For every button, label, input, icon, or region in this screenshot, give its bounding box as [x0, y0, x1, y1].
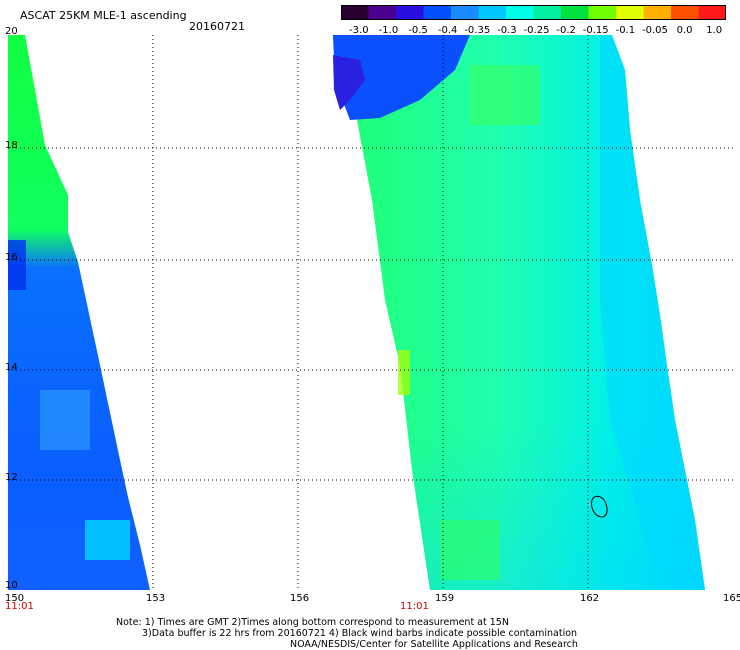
colorbar-segment [341, 5, 370, 20]
gridlines [8, 35, 733, 590]
right-swath-low-core [333, 55, 365, 110]
colorbar-label: -3.0 [349, 25, 369, 36]
left-swath-patch [40, 390, 90, 450]
left-swath-patch [85, 520, 130, 560]
colorbar-label: 1.0 [706, 25, 723, 36]
right-swath-patch [398, 350, 410, 395]
left-swath [8, 35, 150, 590]
footer-note-2: 3)Data buffer is 22 hrs from 20160721 4)… [142, 628, 578, 639]
colorbar-segment [698, 5, 726, 20]
product-date: 20160721 [189, 20, 245, 33]
colorbar-label: -0.25 [523, 25, 550, 36]
left-swath-patch [8, 240, 26, 290]
colorbar-segment [506, 5, 535, 20]
x-tick-label: 165 [723, 593, 740, 604]
y-tick-label: 18 [5, 140, 18, 151]
colorbar-label: -0.4 [437, 25, 458, 36]
colorbar-label: -0.35 [464, 25, 491, 36]
colorbar-label: -0.3 [497, 25, 517, 36]
colorbar-label: -1.0 [378, 25, 399, 36]
x-tick-label: 156 [290, 593, 310, 604]
colorbar-segment [616, 5, 645, 20]
colorbar-segment [368, 5, 397, 20]
y-tick-label: 10 [5, 580, 18, 591]
colorbar-label: -0.05 [642, 25, 668, 36]
colorbar-segment [588, 5, 617, 20]
right-swath-low-region [333, 35, 470, 120]
colorbar-segment [478, 5, 507, 20]
colorbar-segment [561, 5, 590, 20]
right-swath-patch [440, 520, 500, 580]
y-tick-label: 16 [5, 252, 18, 263]
x-tick-label: 162 [580, 593, 600, 604]
colorbar-segment [396, 5, 425, 20]
map-panel [8, 35, 733, 590]
colorbar-label: -0.2 [556, 25, 576, 36]
colorbar-frame [341, 5, 726, 20]
x-tick-label: 150 [5, 593, 25, 604]
colorbar-segment [533, 5, 562, 20]
x-tick-label: 153 [146, 593, 166, 604]
y-tick-label: 20 [5, 26, 18, 37]
y-tick-label: 14 [5, 362, 18, 373]
pass-time-label: 11:01 [400, 601, 429, 612]
colorbar-label: -0.1 [615, 25, 636, 36]
colorbar-segment [423, 5, 452, 20]
footer-note-3: NOAA/NESDIS/Center for Satellite Applica… [290, 639, 578, 650]
contamination-contour [591, 495, 608, 518]
colorbar [341, 5, 726, 20]
colorbar-segment [643, 5, 672, 20]
y-tick-label: 12 [5, 472, 18, 483]
footer-note-1: Note: 1) Times are GMT 2)Times along bot… [116, 617, 509, 628]
x-tick-label: 159 [435, 593, 455, 604]
colorbar-segment [451, 5, 480, 20]
colorbar-label: -0.5 [408, 25, 428, 36]
colorbar-label: -0.15 [582, 25, 609, 36]
colorbar-segment [671, 5, 700, 20]
pass-time-label: 11:01 [5, 601, 34, 612]
right-swath-edge [600, 35, 705, 590]
right-swath-patch [470, 65, 540, 125]
colorbar-label: 0.0 [676, 25, 693, 36]
product-title: ASCAT 25KM MLE-1 ascending [20, 9, 187, 22]
